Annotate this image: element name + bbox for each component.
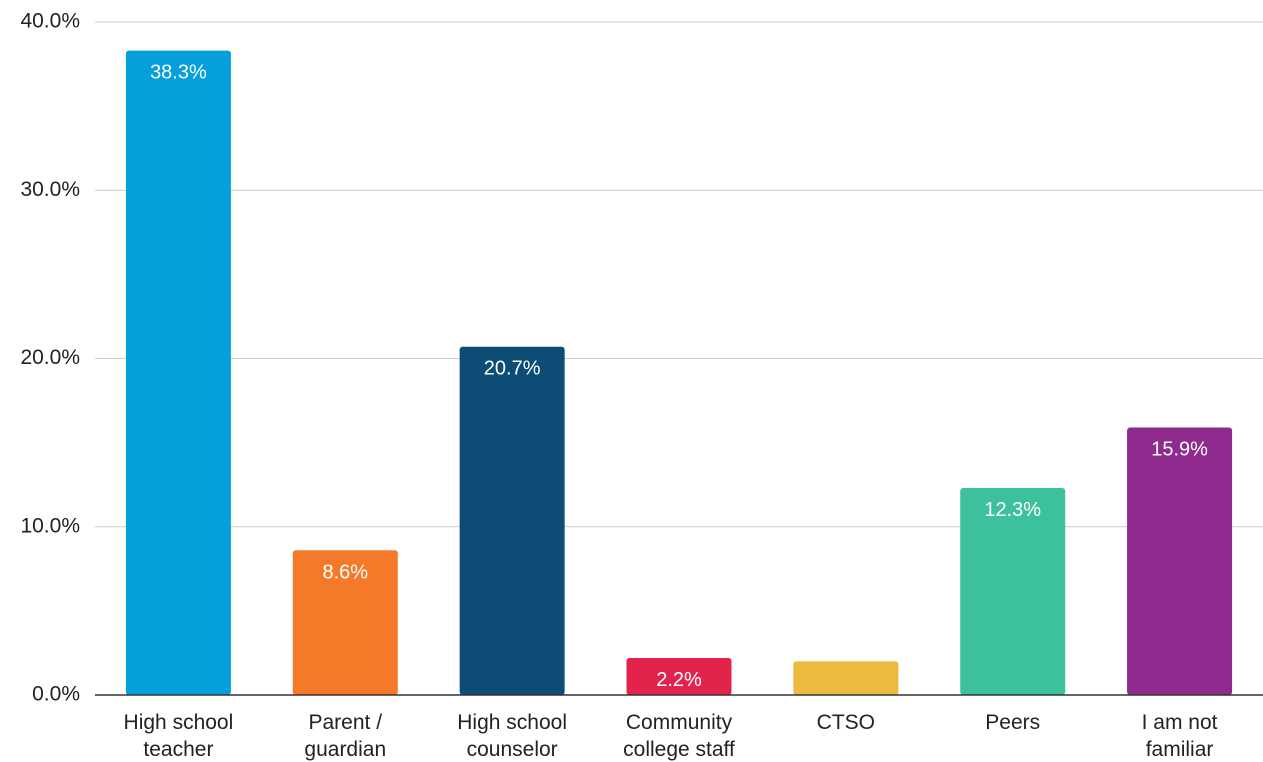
bar xyxy=(459,346,565,695)
x-tick-label: Peers xyxy=(985,711,1040,734)
y-tick-label: 40.0% xyxy=(20,10,80,33)
bar xyxy=(125,50,231,696)
y-tick-label: 0.0% xyxy=(32,683,80,706)
gridlines xyxy=(95,21,1263,528)
y-tick-label: 30.0% xyxy=(20,178,80,201)
bar xyxy=(1127,427,1233,695)
data-label: 15.9% xyxy=(1151,438,1208,460)
x-tick-label: Community college staff xyxy=(623,711,735,761)
y-axis: 0.0% 10.0% 20.0% 30.0% 40.0% xyxy=(20,10,80,706)
y-tick-label: 10.0% xyxy=(20,514,80,537)
data-label: 8.6% xyxy=(322,561,368,583)
data-label: 12.3% xyxy=(984,499,1041,521)
x-tick-label: Parent / guardian xyxy=(304,711,386,761)
bar xyxy=(793,661,899,695)
x-tick-label: I am not familiar xyxy=(1142,711,1218,761)
x-axis: High school teacher Parent / guardian High s… xyxy=(95,694,1263,761)
data-label: 20.7% xyxy=(484,358,541,380)
data-label: 38.3% xyxy=(150,62,207,84)
bar xyxy=(626,657,732,695)
data-label: 2.2% xyxy=(656,669,702,691)
bar xyxy=(960,488,1066,695)
bars: 38.3% 8.6% 20.7% 2.2% 12.3% 15.9% xyxy=(125,50,1233,696)
y-tick-label: 20.0% xyxy=(20,346,80,369)
x-tick-label: High school teacher xyxy=(124,711,234,761)
x-tick-label: High school counselor xyxy=(457,711,567,761)
bar xyxy=(292,550,398,695)
x-tick-label: CTSO xyxy=(817,711,875,734)
